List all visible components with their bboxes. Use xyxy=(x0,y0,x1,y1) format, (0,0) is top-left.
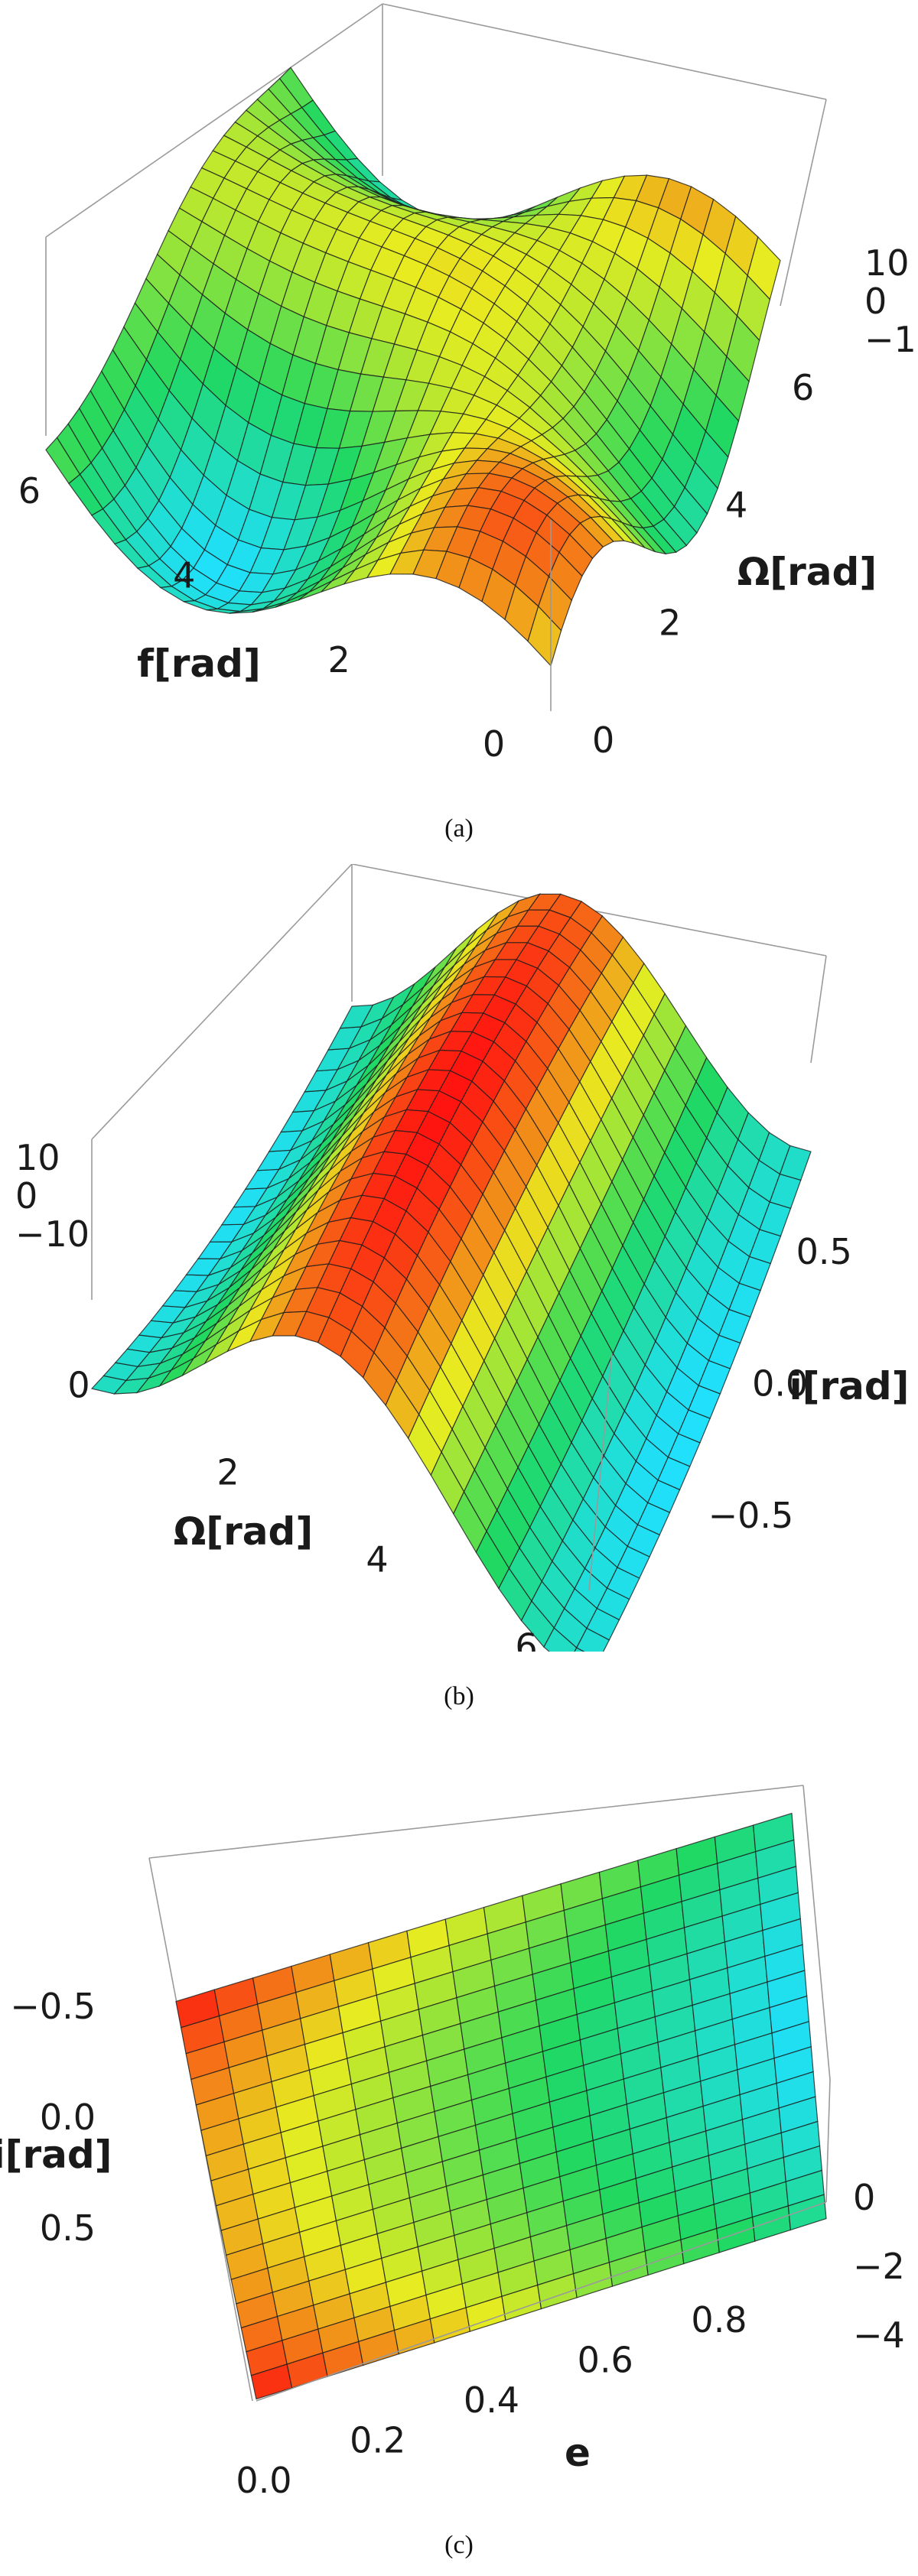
y-tick-label: 4 xyxy=(725,485,747,526)
box-edge xyxy=(91,864,353,1140)
surface-patch xyxy=(339,1004,374,1029)
z-tick-label: −2 xyxy=(853,2246,905,2287)
z-tick-label: 10 xyxy=(864,242,910,284)
x-tick-label: 0.8 xyxy=(691,2299,747,2340)
box-edge xyxy=(588,1353,613,1591)
surface-patch xyxy=(787,2194,827,2231)
x-tick-label: 0 xyxy=(483,723,505,765)
x-tick-label: 2 xyxy=(328,639,350,681)
y-tick-label: 6 xyxy=(792,367,814,408)
z-tick-label: −10 xyxy=(15,1213,90,1255)
y-tick-label: 0.5 xyxy=(40,2207,96,2249)
box-edge xyxy=(825,2079,831,2203)
panel-c: 0.0 0.2 0.4 0.6 0.8 −0.5 0.0 0.5 0 −2 −4 e i[rad] (c… xyxy=(0,1782,918,2576)
box-edge xyxy=(148,1785,804,1859)
x-tick-label: 6 xyxy=(18,470,41,512)
y-tick-label: −0.5 xyxy=(10,1986,96,2027)
z-tick-label: −4 xyxy=(853,2315,905,2356)
box-edge xyxy=(382,3,827,100)
x-axis-label: f[rad] xyxy=(137,642,261,686)
x-tick-label: 6 xyxy=(515,1626,537,1652)
caption-c: (c) xyxy=(444,2531,474,2559)
z-tick-label: 0 xyxy=(853,2177,875,2218)
caption-b: (b) xyxy=(444,1682,474,1710)
y-axis-label: Ω[rad] xyxy=(737,550,877,594)
x-tick-label: 0.2 xyxy=(350,2420,405,2461)
box-edge xyxy=(810,955,827,1064)
box-edge xyxy=(45,3,383,238)
z-tick-label: 0 xyxy=(864,281,887,322)
z-tick-label: −10 xyxy=(864,319,918,360)
surface-plot-c: 0.0 0.2 0.4 0.6 0.8 −0.5 0.0 0.5 0 −2 −4 e i[rad] xyxy=(0,1785,905,2501)
box-edge xyxy=(256,2201,827,2402)
y-tick-label: 0.0 xyxy=(40,2097,96,2138)
x-tick-label: 0.6 xyxy=(578,2340,633,2381)
y-tick-label: 0 xyxy=(592,720,614,761)
x-tick-label: 4 xyxy=(173,554,195,596)
y-tick-label: 0.0 xyxy=(752,1363,808,1405)
box-edge xyxy=(802,1785,831,2081)
x-axis-label: Ω[rad] xyxy=(174,1509,313,1554)
z-tick-label: 0 xyxy=(15,1175,37,1217)
surface-patch xyxy=(527,605,562,667)
panel-b: 0 2 4 6 −0.5 0.0 0.5 10 0 −10 Ω[rad] i[rad] (b) xyxy=(0,864,918,1728)
y-tick-label: 0.5 xyxy=(796,1231,852,1272)
z-tick-label: 10 xyxy=(15,1137,60,1178)
x-tick-label: 0.4 xyxy=(464,2379,519,2421)
y-axis-label: i[rad] xyxy=(0,2133,112,2177)
caption-a: (a) xyxy=(444,814,474,843)
x-tick-label: 0 xyxy=(67,1365,90,1406)
box-edge xyxy=(780,99,827,307)
y-axis-label: i[rad] xyxy=(789,1364,909,1408)
x-axis-label: e xyxy=(565,2431,591,2475)
x-tick-label: 2 xyxy=(216,1452,239,1493)
y-tick-label: 2 xyxy=(659,602,681,643)
x-tick-label: 4 xyxy=(366,1539,388,1580)
y-tick-label: −0.5 xyxy=(708,1495,794,1536)
x-tick-label: 0.0 xyxy=(236,2460,291,2501)
